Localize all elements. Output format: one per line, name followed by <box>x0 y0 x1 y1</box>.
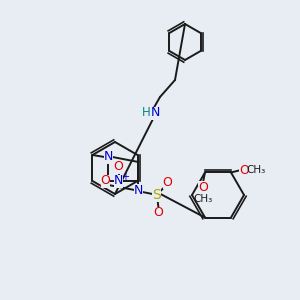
Text: N: N <box>114 175 123 188</box>
Text: O: O <box>163 176 172 188</box>
Text: N: N <box>104 151 113 164</box>
Text: H: H <box>142 106 150 119</box>
Text: +: + <box>122 172 130 182</box>
Text: -: - <box>98 180 101 190</box>
Text: CH₃: CH₃ <box>246 166 266 176</box>
Text: O: O <box>154 206 164 220</box>
Text: O: O <box>239 164 249 177</box>
Text: O: O <box>198 181 208 194</box>
Text: N: N <box>134 184 143 196</box>
Text: S: S <box>152 188 161 202</box>
Text: N: N <box>150 106 160 119</box>
Text: O: O <box>114 160 124 173</box>
Text: CH₃: CH₃ <box>194 194 213 205</box>
Text: O: O <box>100 175 110 188</box>
